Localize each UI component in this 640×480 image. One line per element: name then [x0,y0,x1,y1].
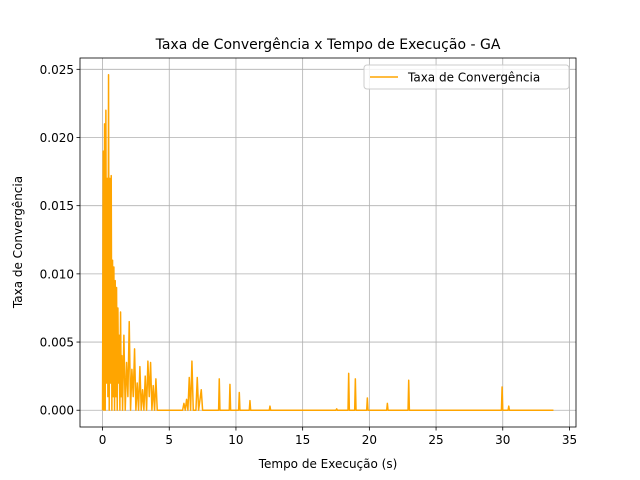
x-tick-label: 30 [495,433,510,447]
x-tick-label: 0 [99,433,107,447]
x-tick-label: 25 [428,433,443,447]
y-axis-label: Taxa de Convergência [11,176,25,309]
x-axis-label: Tempo de Execução (s) [258,457,398,471]
x-tick-label: 5 [165,433,173,447]
chart-title: Taxa de Convergência x Tempo de Execução… [155,37,501,53]
y-tick-label: 0.005 [40,336,74,350]
y-tick-label: 0.020 [40,131,74,145]
x-tick-label: 15 [295,433,310,447]
legend-label: Taxa de Convergência [407,71,540,85]
x-tick-label: 35 [562,433,577,447]
line-series [101,74,554,411]
x-tick-label: 20 [362,433,377,447]
legend-box [363,64,570,90]
x-tick-label: 10 [228,433,243,447]
y-tick-label: 0.010 [40,267,74,281]
y-tick-label: 0.015 [40,199,74,213]
y-tick-label: 0.000 [40,404,74,418]
plot-frame [79,57,577,428]
y-tick-label: 0.025 [40,63,74,77]
